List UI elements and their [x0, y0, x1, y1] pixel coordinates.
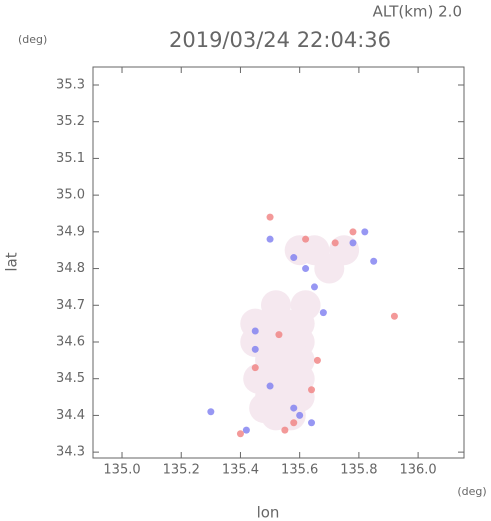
data-point: [308, 386, 316, 394]
data-point: [236, 430, 244, 438]
data-point: [207, 408, 215, 416]
data-point: [361, 228, 369, 236]
x-tick-label: 135.4: [222, 463, 259, 478]
data-point: [251, 364, 259, 372]
x-tick-label: 136.0: [399, 463, 436, 478]
frame: [92, 66, 465, 459]
data-point: [290, 419, 298, 427]
data-point: [302, 235, 310, 243]
x-tick-label: 135.8: [340, 463, 377, 478]
data-point: [349, 228, 357, 236]
y-tick-label: 34.5: [56, 371, 85, 386]
data-point: [310, 283, 318, 291]
y-tick-label: 34.8: [56, 261, 85, 276]
y-tick-label: 35.1: [56, 151, 85, 166]
data-point: [308, 419, 316, 427]
data-point: [281, 426, 289, 434]
data-point: [260, 290, 291, 321]
data-point: [266, 235, 274, 243]
data-point: [242, 426, 250, 434]
y-tick-label: 34.9: [56, 224, 85, 239]
data-point: [319, 309, 327, 317]
plot-area: [207, 213, 398, 438]
data-point: [390, 312, 398, 320]
data-point: [266, 213, 274, 221]
chart-title: 2019/03/24 22:04:36: [169, 28, 391, 52]
x-tick-label: 135.0: [103, 463, 140, 478]
y-tick-label: 35.2: [56, 114, 85, 129]
x-tick-label: 135.2: [163, 463, 200, 478]
data-point: [290, 254, 298, 262]
y-unit: (deg): [18, 33, 47, 46]
data-point: [249, 393, 280, 424]
x-tick-label: 135.6: [281, 463, 318, 478]
data-point: [302, 265, 310, 273]
data-point: [313, 356, 321, 364]
data-point: [349, 239, 357, 247]
y-tick-label: 34.4: [56, 408, 85, 423]
data-point: [370, 257, 378, 265]
data-point: [275, 331, 283, 339]
data-point: [275, 400, 306, 431]
data-point: [329, 235, 360, 266]
data-point: [290, 404, 298, 412]
y-tick-label: 34.3: [56, 445, 85, 460]
data-point: [243, 363, 274, 394]
data-point: [251, 327, 259, 335]
y-tick-label: 34.7: [56, 298, 85, 313]
x-axis-label: lon: [257, 504, 280, 521]
x-unit: (deg): [457, 485, 486, 498]
y-tick-label: 35.0: [56, 188, 85, 203]
data-point: [290, 290, 321, 321]
data-point: [331, 239, 339, 247]
y-tick-label: 35.3: [56, 77, 85, 92]
annotation: ALT(km) 2.0: [373, 3, 462, 21]
data-point: [296, 411, 304, 419]
data-point: [266, 382, 274, 390]
y-axis-label: lat: [3, 252, 21, 271]
y-tick-label: 34.6: [56, 334, 85, 349]
data-point: [251, 345, 259, 353]
